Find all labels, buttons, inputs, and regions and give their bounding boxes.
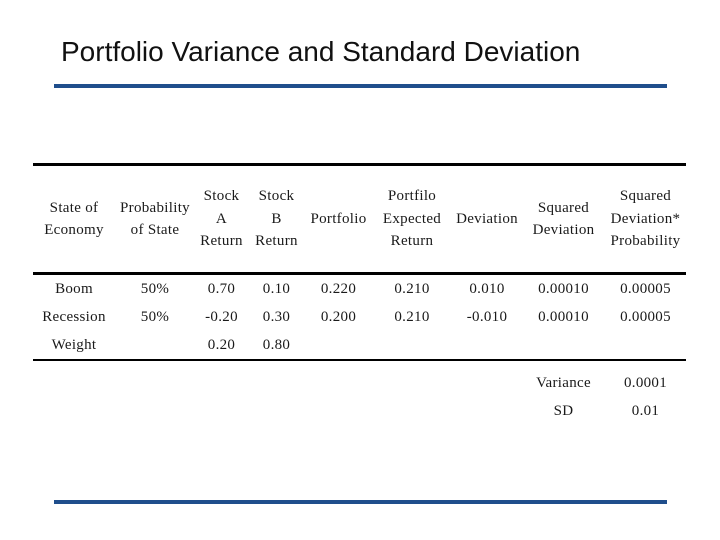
col-header-squared-deviation-probability: Squared Deviation* Probability — [605, 163, 686, 275]
col-header-stock-b-return: Stock B Return — [248, 163, 305, 275]
table-row-boom: Boom 50% 0.70 0.10 0.220 0.210 0.010 0.0… — [33, 274, 686, 304]
summary-spacer — [33, 360, 522, 397]
table-cell: 0.210 — [394, 308, 430, 325]
summary-label-variance: Variance — [536, 374, 591, 391]
table-row-weight: Weight 0.20 0.80 — [33, 331, 686, 361]
table-cell: 0.00005 — [620, 308, 671, 325]
slide-title: Portfolio Variance and Standard Deviatio… — [61, 36, 581, 67]
summary-value-variance: 0.0001 — [623, 374, 668, 391]
table-cell: 50% — [140, 308, 170, 325]
table-cell: -0.20 — [205, 308, 238, 325]
table-row-recession: Recession 50% -0.20 0.30 0.200 0.210 -0.… — [33, 303, 686, 331]
table-cell: Boom — [55, 280, 93, 297]
summary-value-sd: 0.01 — [631, 402, 660, 419]
table-cell: 0.00010 — [538, 308, 589, 325]
summary-row-sd: SD 0.01 — [33, 397, 686, 425]
summary-spacer — [33, 397, 522, 425]
table-header-row: State of Economy Probability of State St… — [33, 163, 686, 275]
table-cell: 0.30 — [262, 308, 291, 325]
col-header-squared-deviation: Squared Deviation — [522, 163, 605, 275]
table-cell — [452, 331, 522, 361]
summary-label-sd: SD — [553, 402, 574, 419]
footer-underline — [54, 500, 667, 504]
table-cell: 0.80 — [248, 331, 305, 361]
table-cell: 0.00005 — [620, 280, 671, 297]
col-header-probability-of-state: Probability of State — [115, 163, 195, 275]
col-header-state-of-economy: State of Economy — [33, 163, 115, 275]
table-cell: -0.010 — [466, 308, 508, 325]
table-cell: 0.20 — [195, 331, 248, 361]
table-cell: 0.00010 — [538, 280, 589, 297]
table-cell: Recession — [42, 308, 106, 325]
table-cell — [115, 331, 195, 361]
table-cell: 0.210 — [394, 280, 430, 297]
col-header-portfolio: Portfolio — [305, 163, 372, 275]
table-cell: 0.10 — [262, 280, 291, 297]
table-cell — [372, 331, 452, 361]
table-cell: Weight — [33, 331, 115, 361]
summary-row-variance: Variance 0.0001 — [33, 360, 686, 397]
col-header-stock-a-return: Stock A Return — [195, 163, 248, 275]
table-cell: 0.010 — [469, 280, 505, 297]
title-underline — [54, 84, 667, 88]
table-cell — [605, 331, 686, 361]
table-cell — [522, 331, 605, 361]
portfolio-table: State of Economy Probability of State St… — [33, 163, 686, 425]
col-header-portfolio-expected-return: Portfilo Expected Return — [372, 163, 452, 275]
col-header-deviation: Deviation — [452, 163, 522, 275]
table-cell: 0.220 — [320, 280, 357, 297]
table-cell: 0.70 — [207, 280, 236, 297]
table-cell: 0.200 — [320, 308, 357, 325]
table-cell: 50% — [140, 280, 170, 297]
table-cell — [305, 331, 372, 361]
